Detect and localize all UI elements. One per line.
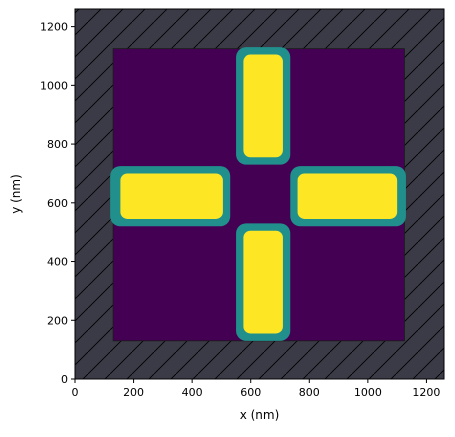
- y-tick-label: 1000: [40, 79, 68, 92]
- y-tick-label: 400: [47, 256, 68, 269]
- y-tick-label: 1200: [40, 21, 68, 34]
- x-tick-label: 400: [182, 386, 203, 399]
- x-tick-label: 800: [299, 386, 320, 399]
- x-tick-label: 1200: [412, 386, 440, 399]
- y-axis-label: y (nm): [9, 174, 23, 214]
- x-tick-label: 1000: [354, 386, 382, 399]
- y-tick-label: 0: [61, 373, 68, 386]
- x-axis-label: x (nm): [240, 408, 280, 422]
- y-tick-label: 800: [47, 138, 68, 151]
- y-tick-label: 600: [47, 197, 68, 210]
- plot-frame: [74, 8, 445, 380]
- arm-top-core: [243, 54, 283, 158]
- arm-left-core: [120, 173, 223, 219]
- x-tick-label: 200: [123, 386, 144, 399]
- x-tick-label: 0: [72, 386, 79, 399]
- arm-bottom-core: [243, 230, 283, 334]
- arm-right-core: [297, 173, 398, 219]
- x-tick-label: 600: [240, 386, 261, 399]
- y-tick-label: 200: [47, 314, 68, 327]
